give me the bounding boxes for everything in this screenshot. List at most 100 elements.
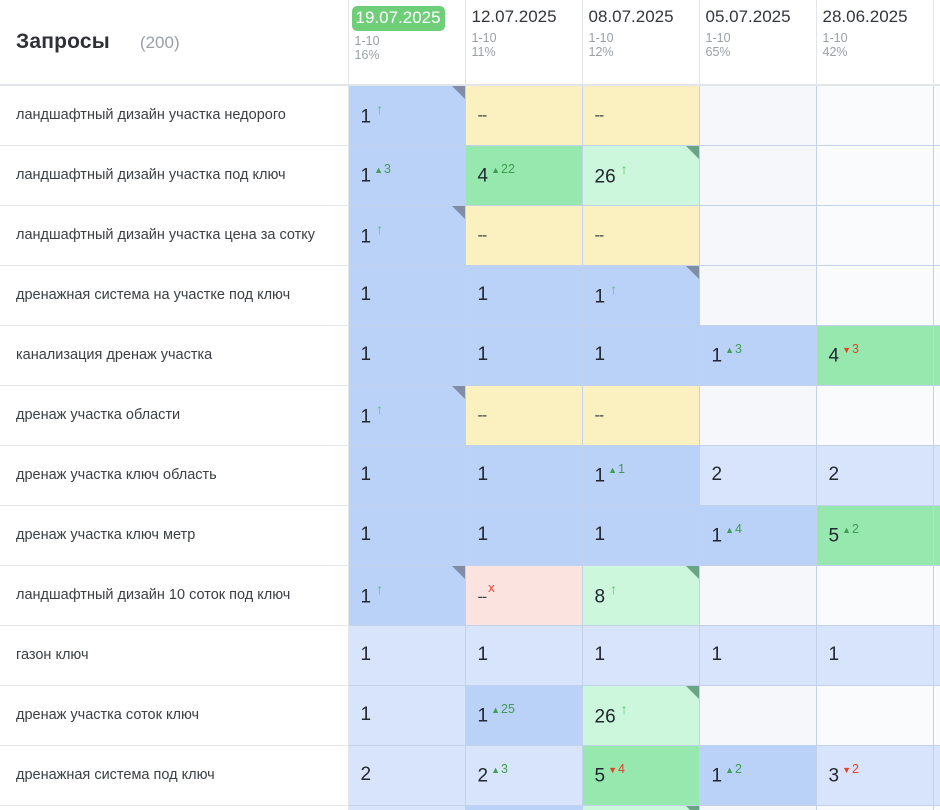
position-cell-partial[interactable] — [933, 565, 940, 626]
keyword-cell[interactable]: дренаж участка ключ область — [0, 445, 349, 506]
position-cell[interactable]: 1 — [465, 445, 583, 506]
table-row[interactable]: ландшафтный дизайн участка цена за сотку… — [0, 205, 940, 266]
position-cell[interactable] — [816, 385, 934, 446]
position-cell[interactable] — [699, 145, 817, 206]
position-cell-partial[interactable] — [933, 745, 940, 806]
position-cell[interactable]: 1 — [582, 625, 700, 686]
position-cell[interactable] — [699, 265, 817, 326]
position-cell[interactable] — [465, 805, 583, 810]
keyword-cell[interactable]: дренаж участка области — [0, 385, 349, 446]
position-cell[interactable]: 1 ↑ — [348, 85, 466, 146]
position-cell[interactable]: 1 ▲2 — [699, 745, 817, 806]
date-column-header-1[interactable]: 19.07.2025 1-10 16% — [348, 0, 466, 86]
keyword-cell[interactable]: ландшафтный дизайн участка под ключ — [0, 145, 349, 206]
position-cell[interactable] — [699, 85, 817, 146]
position-cell[interactable] — [582, 805, 700, 810]
position-cell[interactable]: 8 ↑ — [582, 565, 700, 626]
table-row[interactable]: дренаж участка ключ область 1 1 1 ▲1 2 2 — [0, 445, 940, 506]
position-cell[interactable]: 26 ↑ — [582, 685, 700, 746]
table-row[interactable]: дренаж участка области 1 ↑ -- -- — [0, 385, 940, 446]
position-cell-partial[interactable] — [933, 805, 940, 810]
position-cell[interactable]: 1 ↑ — [348, 205, 466, 266]
position-cell-partial[interactable] — [933, 385, 940, 446]
table-row[interactable]: дренаж участка ключ метр 1 1 1 1 ▲4 5 ▲2 — [0, 505, 940, 566]
position-cell[interactable] — [699, 205, 817, 266]
position-cell[interactable]: 1 ↑ — [582, 265, 700, 326]
position-cell[interactable] — [699, 385, 817, 446]
position-cell[interactable] — [348, 805, 466, 810]
position-cell[interactable]: 26 ↑ — [582, 145, 700, 206]
position-cell[interactable]: 1 — [816, 625, 934, 686]
table-row[interactable]: газон ключ 1 1 1 1 1 — [0, 625, 940, 686]
position-cell[interactable]: 1 ▲1 — [582, 445, 700, 506]
position-cell[interactable] — [816, 145, 934, 206]
keyword-cell[interactable]: ландшафтный дизайн — [0, 805, 349, 810]
table-row[interactable]: дренаж участка соток ключ 1 1 ▲25 26 ↑ — [0, 685, 940, 746]
keyword-cell[interactable]: дренажная система на участке под ключ — [0, 265, 349, 326]
position-cell-partial[interactable] — [933, 85, 940, 146]
position-cell[interactable] — [699, 565, 817, 626]
position-cell[interactable]: 1 — [348, 445, 466, 506]
table-row[interactable]: дренажная система на участке под ключ 1 1 1… — [0, 265, 940, 326]
table-row[interactable]: ландшафтный дизайн — [0, 805, 940, 810]
position-cell-partial[interactable] — [933, 265, 940, 326]
date-column-header-2[interactable]: 12.07.2025 1-10 11% — [465, 0, 583, 86]
position-cell[interactable] — [699, 805, 817, 810]
keyword-cell[interactable]: ландшафтный дизайн участка цена за сотку — [0, 205, 349, 266]
position-cell[interactable]: 1 ▲3 — [699, 325, 817, 386]
position-cell[interactable]: 2 — [348, 745, 466, 806]
keyword-cell[interactable]: ландшафтный дизайн 10 соток под ключ — [0, 565, 349, 626]
position-cell[interactable]: 1 — [348, 325, 466, 386]
position-cell[interactable]: -- — [465, 385, 583, 446]
position-cell[interactable]: 1 — [582, 325, 700, 386]
table-row[interactable]: дренажная система под ключ 2 2 ▲3 5 ▼4 1 ▲2 3 ▼2 — [0, 745, 940, 806]
position-cell[interactable] — [699, 685, 817, 746]
position-cell[interactable]: 1 — [465, 505, 583, 566]
position-cell[interactable]: 4 ▲22 — [465, 145, 583, 206]
table-row[interactable]: ландшафтный дизайн участка под ключ 1 ▲3 4 ▲… — [0, 145, 940, 206]
position-cell[interactable] — [816, 205, 934, 266]
position-cell-partial[interactable] — [933, 625, 940, 686]
position-cell-partial[interactable] — [933, 145, 940, 206]
position-cell[interactable]: 1 ▲25 — [465, 685, 583, 746]
position-cell[interactable]: -- — [582, 85, 700, 146]
position-cell-partial[interactable] — [933, 445, 940, 506]
position-cell[interactable] — [816, 685, 934, 746]
position-cell[interactable]: 2 — [699, 445, 817, 506]
position-cell[interactable]: 1 ↑ — [348, 385, 466, 446]
keyword-cell[interactable]: дренаж участка соток ключ — [0, 685, 349, 746]
position-cell[interactable] — [816, 565, 934, 626]
position-cell[interactable]: 1 ↑ — [348, 565, 466, 626]
position-cell[interactable]: 1 — [582, 505, 700, 566]
position-cell[interactable]: 5 ▼4 — [582, 745, 700, 806]
date-column-header-5[interactable]: 28.06.2025 1-10 42% — [816, 0, 934, 86]
position-cell[interactable]: 1 — [348, 505, 466, 566]
position-cell[interactable]: 1 — [348, 265, 466, 326]
position-cell[interactable] — [816, 265, 934, 326]
date-column-header-4[interactable]: 05.07.2025 1-10 65% — [699, 0, 817, 86]
date-column-header-partial[interactable] — [933, 0, 940, 86]
position-cell[interactable]: 4 ▼3 — [816, 325, 934, 386]
position-cell[interactable]: 1 — [465, 265, 583, 326]
keyword-cell[interactable]: ландшафтный дизайн участка недорого — [0, 85, 349, 146]
position-cell[interactable]: --x — [465, 565, 583, 626]
position-cell[interactable]: 1 ▲4 — [699, 505, 817, 566]
position-cell[interactable]: 1 — [465, 325, 583, 386]
position-cell-partial[interactable] — [933, 685, 940, 746]
position-cell[interactable]: 3 ▼2 — [816, 745, 934, 806]
position-cell[interactable] — [816, 805, 934, 810]
keyword-cell[interactable]: дренажная система под ключ — [0, 745, 349, 806]
position-cell[interactable]: -- — [465, 85, 583, 146]
position-cell-partial[interactable] — [933, 205, 940, 266]
position-cell[interactable]: -- — [465, 205, 583, 266]
keyword-cell[interactable]: дренаж участка ключ метр — [0, 505, 349, 566]
position-cell-partial[interactable] — [933, 505, 940, 566]
keyword-cell[interactable]: канализация дренаж участка — [0, 325, 349, 386]
position-cell[interactable]: 1 — [465, 625, 583, 686]
position-cell[interactable]: 1 — [699, 625, 817, 686]
table-row[interactable]: ландшафтный дизайн 10 соток под ключ 1 ↑ --… — [0, 565, 940, 626]
position-cell[interactable]: 2 — [816, 445, 934, 506]
position-cell[interactable]: 1 ▲3 — [348, 145, 466, 206]
position-cell-partial[interactable] — [933, 325, 940, 386]
position-cell[interactable]: 1 — [348, 625, 466, 686]
